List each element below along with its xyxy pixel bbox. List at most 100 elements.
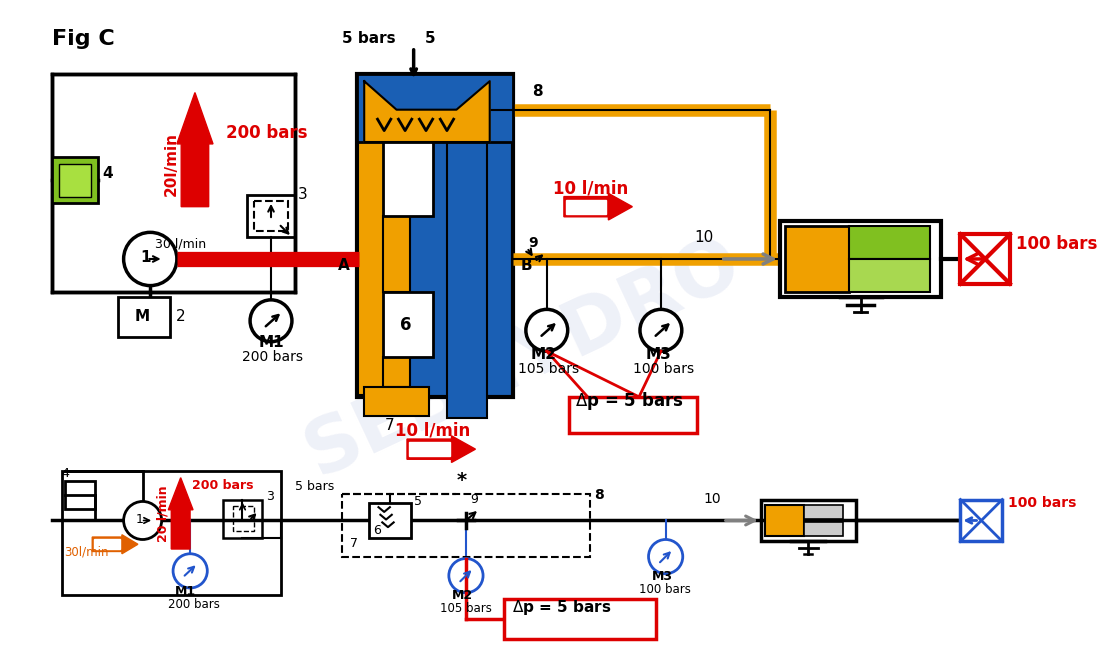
Polygon shape xyxy=(407,436,475,462)
Text: 105 bars: 105 bars xyxy=(518,362,580,376)
Bar xyxy=(504,599,656,639)
Bar xyxy=(356,73,514,142)
Text: 9: 9 xyxy=(529,236,538,249)
Text: 5 bars: 5 bars xyxy=(295,480,334,493)
Polygon shape xyxy=(177,93,213,207)
Bar xyxy=(254,201,288,231)
Polygon shape xyxy=(565,200,606,214)
Circle shape xyxy=(640,309,682,351)
Text: 100 bars: 100 bars xyxy=(634,362,694,376)
Text: 3: 3 xyxy=(266,490,274,503)
Bar xyxy=(960,499,1002,542)
Bar xyxy=(761,499,856,542)
Text: A: A xyxy=(338,259,350,274)
Polygon shape xyxy=(564,194,632,220)
Bar xyxy=(780,221,942,297)
Text: 9: 9 xyxy=(471,493,478,507)
Bar xyxy=(359,75,406,395)
Text: 1: 1 xyxy=(141,250,151,265)
Text: 6: 6 xyxy=(400,317,411,334)
Polygon shape xyxy=(409,442,450,456)
Text: 7: 7 xyxy=(385,418,395,433)
Circle shape xyxy=(123,233,177,286)
Text: 30 l/min: 30 l/min xyxy=(155,238,206,251)
Bar xyxy=(364,387,429,416)
Text: $\Delta$p = 5 bars: $\Delta$p = 5 bars xyxy=(575,390,684,413)
Polygon shape xyxy=(92,535,138,554)
Text: 5: 5 xyxy=(414,495,421,508)
Bar xyxy=(383,142,432,216)
Bar xyxy=(766,505,803,536)
Circle shape xyxy=(173,554,207,588)
Text: M1: M1 xyxy=(258,335,284,350)
Text: 10 l/min: 10 l/min xyxy=(553,179,629,198)
Text: 200 bars: 200 bars xyxy=(168,598,220,611)
Text: 10: 10 xyxy=(704,493,722,507)
Text: M3: M3 xyxy=(652,571,673,583)
Text: 3: 3 xyxy=(298,187,307,202)
Bar xyxy=(62,471,280,595)
Text: 200 bars: 200 bars xyxy=(192,479,254,492)
Bar xyxy=(53,157,98,203)
Text: M3: M3 xyxy=(646,347,671,362)
Text: 100 bars: 100 bars xyxy=(1015,235,1097,253)
Bar xyxy=(223,499,262,538)
Bar xyxy=(784,226,849,292)
Text: 10: 10 xyxy=(694,230,714,245)
Text: 8: 8 xyxy=(532,85,543,99)
Text: 200 bars: 200 bars xyxy=(227,124,308,142)
Bar xyxy=(803,505,844,519)
Text: 20 l/min: 20 l/min xyxy=(157,485,169,542)
Text: 30l/min: 30l/min xyxy=(65,546,109,558)
Circle shape xyxy=(649,540,683,574)
Bar xyxy=(368,503,410,538)
Text: *: * xyxy=(456,471,466,491)
Bar xyxy=(118,297,170,337)
Text: B: B xyxy=(521,259,532,274)
Bar xyxy=(383,357,410,387)
Text: M1: M1 xyxy=(175,585,196,597)
Text: 100 bars: 100 bars xyxy=(639,583,691,596)
Text: 2: 2 xyxy=(176,309,186,324)
Text: 1: 1 xyxy=(136,513,144,526)
Text: M2: M2 xyxy=(452,589,473,602)
Text: 100 bars: 100 bars xyxy=(1008,496,1077,510)
Bar xyxy=(356,73,514,397)
Polygon shape xyxy=(95,539,120,549)
Bar xyxy=(233,506,254,531)
Text: 200 bars: 200 bars xyxy=(242,349,304,364)
Circle shape xyxy=(449,558,483,593)
Bar xyxy=(53,73,295,292)
Bar xyxy=(960,235,1010,284)
Text: 6: 6 xyxy=(373,523,381,537)
Bar xyxy=(803,522,844,536)
Bar xyxy=(569,397,697,433)
Circle shape xyxy=(526,309,568,351)
Bar xyxy=(248,196,295,237)
Bar xyxy=(342,494,590,556)
Text: 5: 5 xyxy=(425,31,436,46)
Text: 10 l/min: 10 l/min xyxy=(395,422,470,440)
Text: 8: 8 xyxy=(594,488,604,501)
Bar xyxy=(849,226,930,259)
Bar xyxy=(59,164,91,197)
Text: 105 bars: 105 bars xyxy=(440,601,492,615)
Text: 4: 4 xyxy=(102,166,113,181)
Circle shape xyxy=(123,501,162,540)
Bar xyxy=(849,259,930,292)
Polygon shape xyxy=(364,81,490,142)
Bar xyxy=(65,480,95,509)
Bar xyxy=(383,216,410,292)
Text: $\Delta$p = 5 bars: $\Delta$p = 5 bars xyxy=(512,598,612,617)
Text: 7: 7 xyxy=(350,537,358,550)
Text: Fig C: Fig C xyxy=(53,29,116,49)
Text: SEBHYDRO: SEBHYDRO xyxy=(294,226,752,492)
Bar xyxy=(383,292,432,357)
Text: M2: M2 xyxy=(530,347,557,362)
Text: 20l/min: 20l/min xyxy=(164,132,178,196)
Polygon shape xyxy=(168,478,192,549)
Bar xyxy=(447,142,487,418)
Text: 5 bars: 5 bars xyxy=(342,31,396,46)
Circle shape xyxy=(250,300,292,341)
Text: 4: 4 xyxy=(62,467,69,480)
